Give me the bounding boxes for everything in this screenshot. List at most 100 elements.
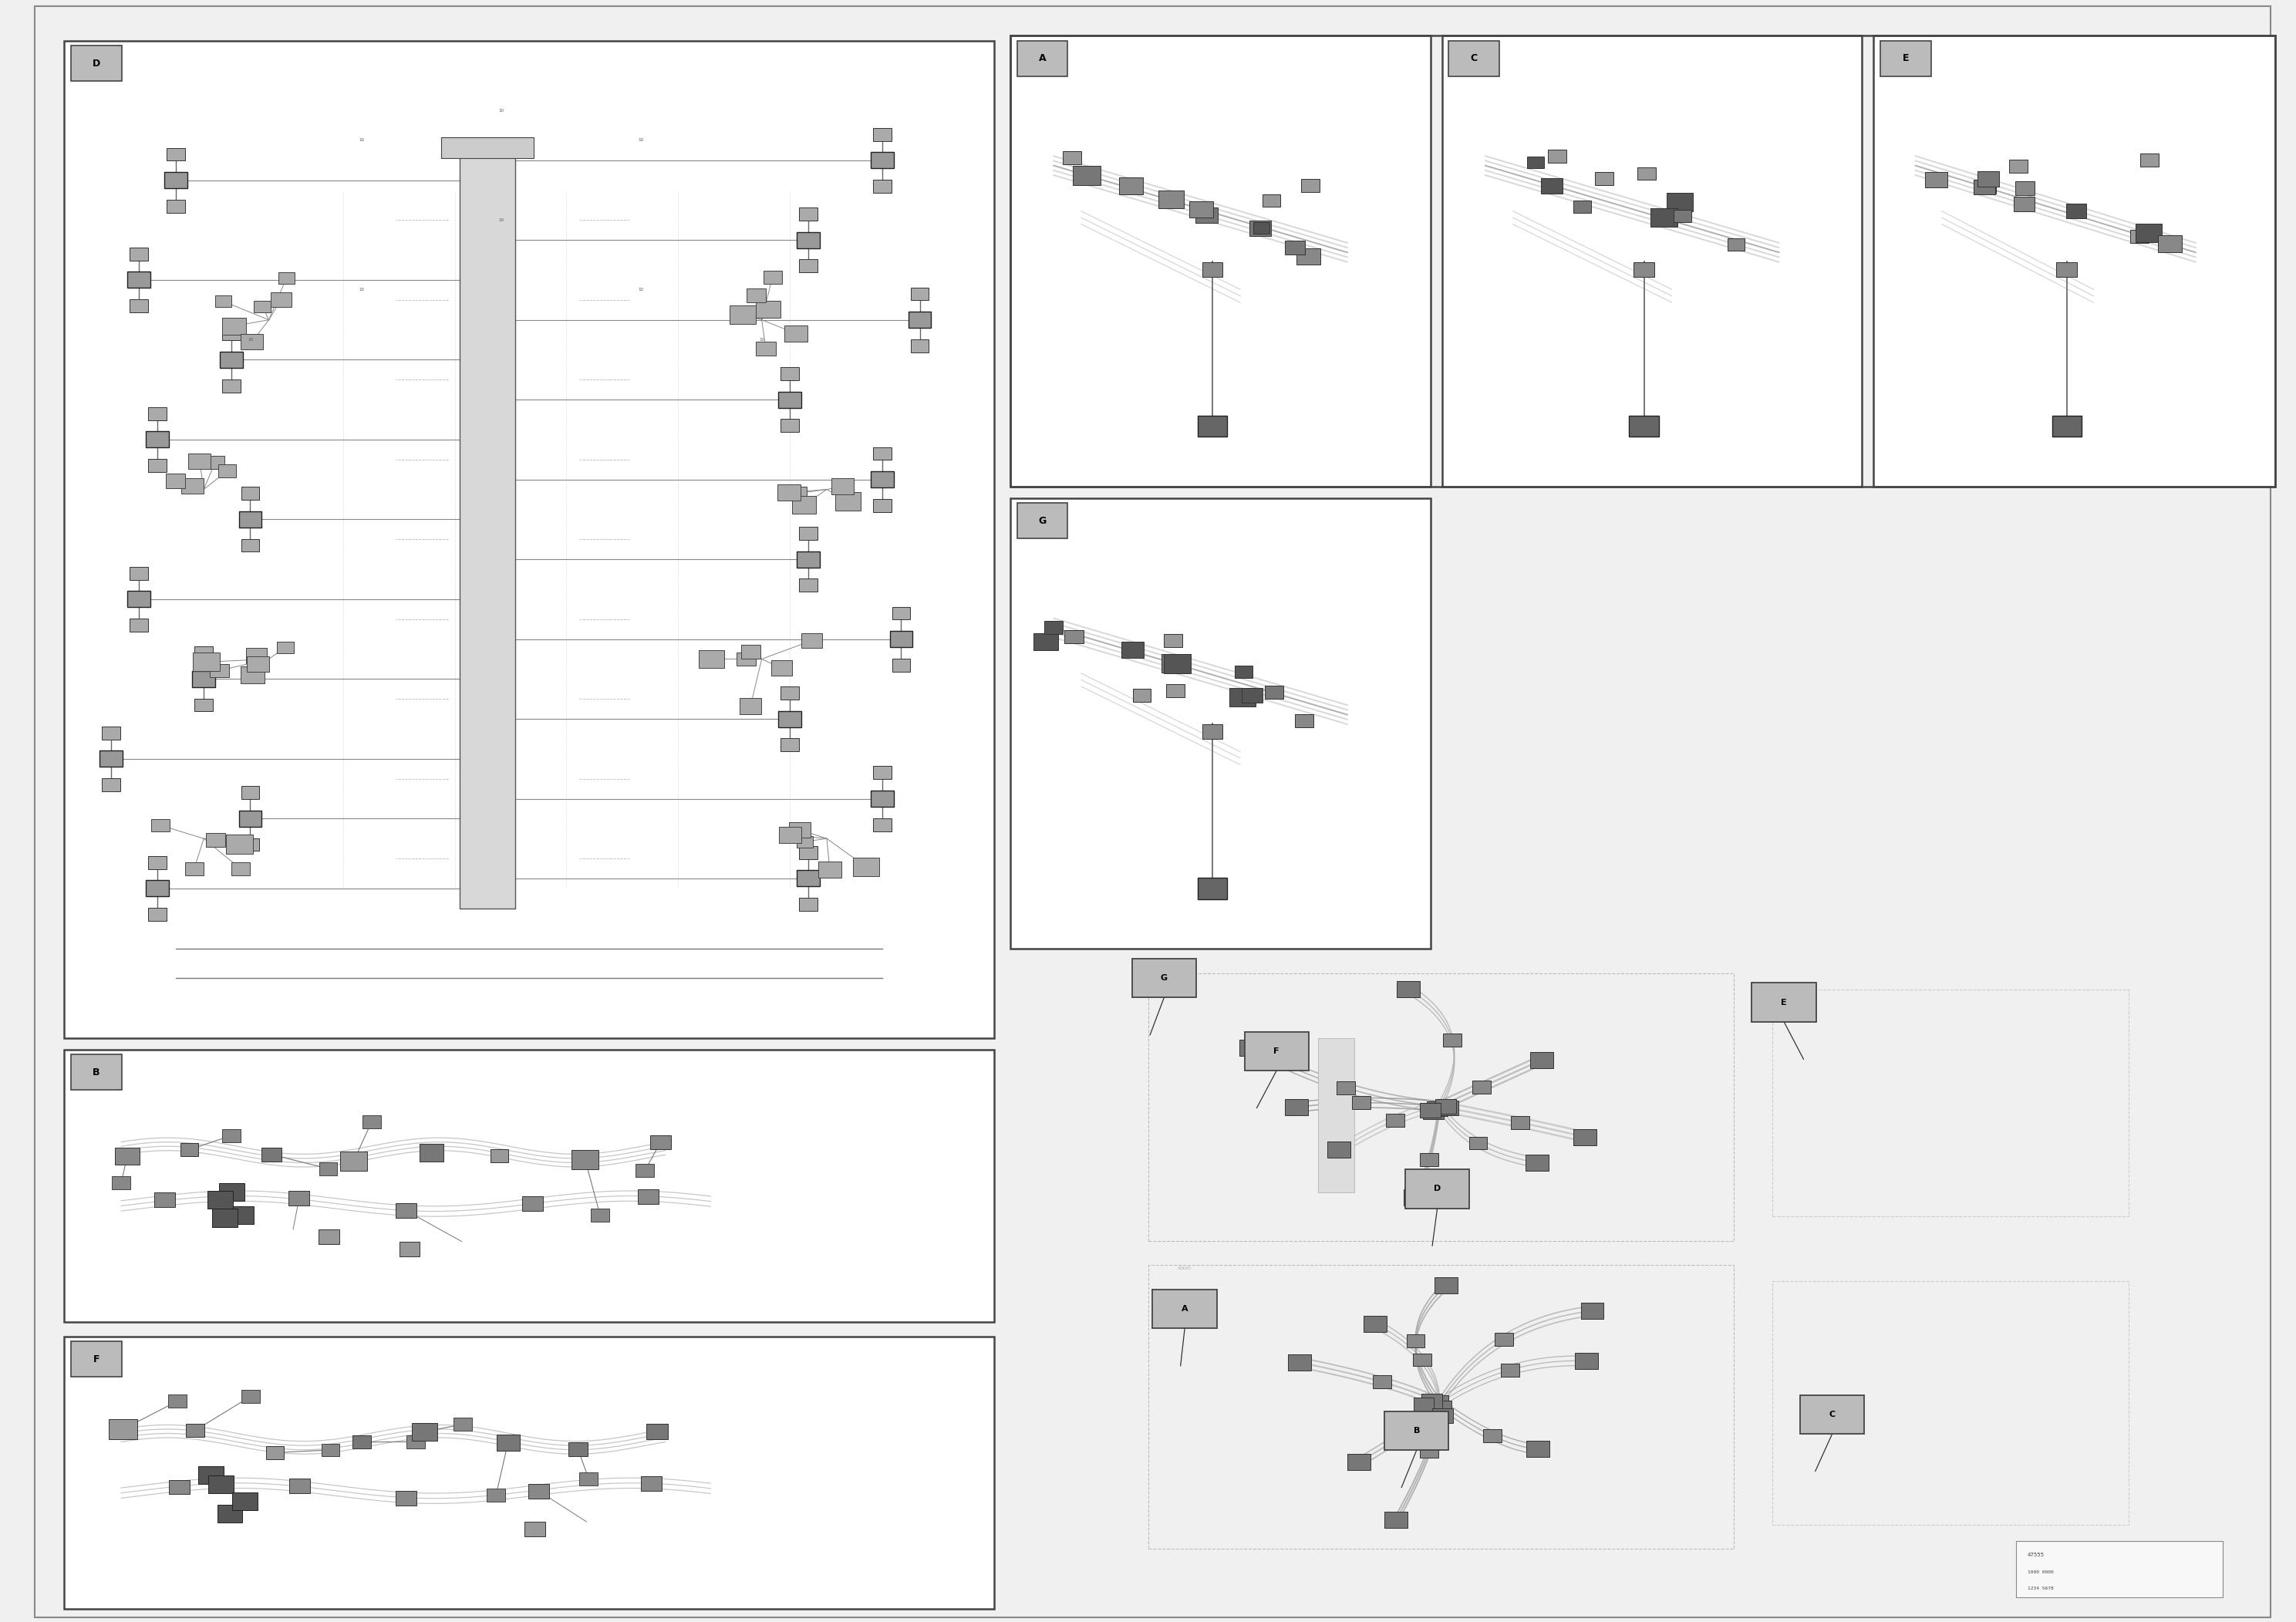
Bar <box>1414 1398 1435 1413</box>
Bar <box>1159 190 1185 208</box>
Bar <box>266 1447 285 1458</box>
Text: F: F <box>94 1354 99 1364</box>
Bar <box>195 647 214 660</box>
Bar <box>1286 240 1304 255</box>
Bar <box>1975 180 1995 195</box>
Bar <box>271 292 292 307</box>
Bar <box>799 847 817 860</box>
Bar <box>698 650 723 668</box>
Bar <box>872 128 891 141</box>
Bar <box>1318 1038 1355 1192</box>
Bar <box>1630 415 1660 436</box>
Bar <box>1166 684 1185 697</box>
Bar <box>1384 1512 1407 1528</box>
Bar <box>1667 193 1692 211</box>
Bar <box>420 1144 443 1161</box>
Bar <box>569 1442 588 1457</box>
Bar <box>1072 165 1100 185</box>
Bar <box>487 1489 505 1502</box>
Bar <box>1120 642 1143 659</box>
Bar <box>1637 167 1655 180</box>
Bar <box>1525 1155 1548 1171</box>
Bar <box>115 1147 140 1165</box>
Bar <box>797 835 813 847</box>
Bar <box>1880 41 1931 76</box>
Bar <box>1924 172 1947 187</box>
Bar <box>1235 665 1251 678</box>
Bar <box>188 454 211 469</box>
Bar <box>781 686 799 699</box>
Bar <box>1295 714 1313 727</box>
Bar <box>801 633 822 649</box>
Bar <box>181 478 204 493</box>
Bar <box>1428 1101 1449 1116</box>
Bar <box>1148 973 1733 1241</box>
Bar <box>64 1049 994 1322</box>
Bar <box>1419 1445 1437 1458</box>
Bar <box>168 148 186 161</box>
Bar <box>1674 209 1690 222</box>
Bar <box>730 305 755 324</box>
Bar <box>2009 159 2027 172</box>
Bar <box>218 1505 243 1523</box>
Bar <box>218 1182 243 1200</box>
Bar <box>1148 1265 1733 1549</box>
Bar <box>1302 178 1320 191</box>
Bar <box>441 138 533 159</box>
Bar <box>1596 172 1614 185</box>
Text: D: D <box>1433 1186 1442 1192</box>
Bar <box>2140 154 2158 167</box>
Bar <box>785 326 808 342</box>
Bar <box>71 1054 122 1090</box>
Bar <box>788 487 806 501</box>
Bar <box>241 839 259 852</box>
Bar <box>232 863 250 876</box>
Bar <box>1203 263 1224 277</box>
Bar <box>1435 1277 1458 1293</box>
Text: C: C <box>1469 54 1479 63</box>
Bar <box>319 1161 338 1174</box>
Bar <box>1065 631 1084 644</box>
Bar <box>831 478 854 495</box>
Bar <box>1430 1401 1451 1416</box>
Bar <box>2016 182 2034 195</box>
Bar <box>2135 224 2163 243</box>
Text: D: D <box>92 58 101 68</box>
Bar <box>799 260 817 272</box>
Bar <box>1977 180 1995 193</box>
Bar <box>870 152 893 169</box>
Text: 1234 5678: 1234 5678 <box>2027 1586 2053 1590</box>
Bar <box>1132 689 1150 702</box>
Bar <box>1435 1100 1456 1114</box>
Bar <box>737 652 755 667</box>
Bar <box>232 1492 257 1510</box>
Bar <box>2158 235 2181 251</box>
Bar <box>1203 723 1224 740</box>
Bar <box>1421 1393 1442 1408</box>
Bar <box>1153 1289 1217 1328</box>
Bar <box>129 618 147 631</box>
Bar <box>1373 1375 1391 1388</box>
Bar <box>799 899 817 912</box>
Text: 1000 0000: 1000 0000 <box>2027 1570 2053 1573</box>
Bar <box>739 697 762 714</box>
Bar <box>1384 1411 1449 1450</box>
Bar <box>216 295 232 307</box>
Bar <box>641 1476 661 1491</box>
Bar <box>1548 149 1566 162</box>
Bar <box>870 790 893 806</box>
Bar <box>147 431 170 448</box>
Bar <box>778 710 801 727</box>
Bar <box>223 328 241 341</box>
Bar <box>742 646 760 659</box>
Bar <box>168 1395 186 1408</box>
Bar <box>872 448 891 461</box>
Bar <box>523 1521 544 1536</box>
Text: E: E <box>1903 54 1908 63</box>
Bar <box>147 856 168 869</box>
Bar <box>1800 1395 1864 1434</box>
Bar <box>1352 1096 1371 1109</box>
Bar <box>771 660 792 675</box>
Bar <box>755 300 781 318</box>
Bar <box>778 827 801 843</box>
